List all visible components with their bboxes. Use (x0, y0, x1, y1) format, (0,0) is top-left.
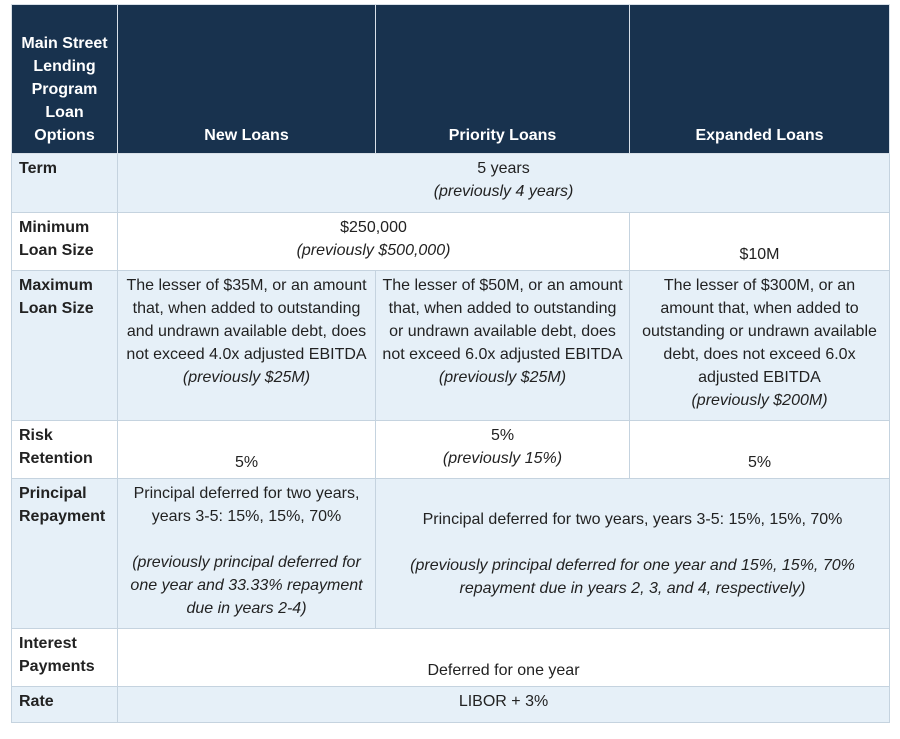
min-loan-expanded: $10M (629, 212, 890, 271)
row-label-minimum-loan-size: Minimum Loan Size (11, 212, 118, 271)
max-loan-expanded-note: (previously $200M) (691, 392, 828, 409)
max-loan-expanded-cell: The lesser of $300M, or an amount that, … (629, 270, 890, 421)
principal-other-note: (previously principal deferred for one y… (410, 556, 855, 597)
term-value-cell: 5 years (previously 4 years) (117, 153, 890, 213)
principal-other-text: Principal deferred for two years, years … (422, 510, 843, 528)
principal-new-note: (previously principal deferred for one y… (130, 554, 363, 617)
risk-new: 5% (117, 420, 376, 479)
row-label-risk-retention: Risk Retention (11, 420, 118, 479)
risk-expanded: 5% (629, 420, 890, 479)
min-loan-note: (previously $500,000) (296, 242, 451, 259)
max-loan-new-note: (previously $25M) (182, 369, 311, 386)
table-row-maximum-loan-size: Maximum Loan Size The lesser of $35M, or… (11, 270, 890, 421)
risk-priority-value: 5% (490, 427, 515, 444)
rate-value: LIBOR + 3% (117, 686, 890, 723)
row-label-rate: Rate (11, 686, 118, 723)
loan-options-table: Main Street Lending Program Loan Options… (11, 4, 890, 723)
max-loan-priority-text: The lesser of $50M, or an amount that, w… (382, 277, 623, 363)
principal-new-text: Principal deferred for two years, years … (133, 485, 360, 525)
max-loan-new-cell: The lesser of $35M, or an amount that, w… (117, 270, 376, 421)
risk-priority-cell: 5% (previously 15%) (375, 420, 630, 479)
table-row-minimum-loan-size: Minimum Loan Size $250,000 (previously $… (11, 212, 890, 271)
min-loan-new-priority-cell: $250,000 (previously $500,000) (117, 212, 630, 271)
loan-options-table-container: Main Street Lending Program Loan Options… (11, 4, 890, 723)
table-row-risk-retention: Risk Retention 5% 5% (previously 15%) 5% (11, 420, 890, 479)
max-loan-new-text: The lesser of $35M, or an amount that, w… (126, 277, 367, 363)
term-note: (previously 4 years) (433, 183, 574, 200)
column-header-expanded-loans: Expanded Loans (629, 4, 890, 154)
corner-header: Main Street Lending Program Loan Options (11, 4, 118, 154)
max-loan-expanded-text: The lesser of $300M, or an amount that, … (642, 277, 877, 386)
principal-new-cell: Principal deferred for two years, years … (117, 478, 376, 629)
column-header-new-loans: New Loans (117, 4, 376, 154)
max-loan-priority-note: (previously $25M) (438, 369, 567, 386)
row-label-maximum-loan-size: Maximum Loan Size (11, 270, 118, 421)
row-label-principal-repayment: Principal Repayment (11, 478, 118, 629)
min-loan-value: $250,000 (340, 219, 407, 236)
table-row-rate: Rate LIBOR + 3% (11, 686, 890, 723)
column-header-priority-loans: Priority Loans (375, 4, 630, 154)
principal-other-cell: Principal deferred for two years, years … (375, 478, 890, 629)
interest-value: Deferred for one year (117, 628, 890, 687)
risk-priority-note: (previously 15%) (442, 450, 563, 467)
row-label-interest-payments: Interest Payments (11, 628, 118, 687)
header-row: Main Street Lending Program Loan Options… (11, 4, 890, 154)
table-row-interest-payments: Interest Payments Deferred for one year (11, 628, 890, 687)
term-value: 5 years (477, 160, 530, 177)
table-row-principal-repayment: Principal Repayment Principal deferred f… (11, 478, 890, 629)
max-loan-priority-cell: The lesser of $50M, or an amount that, w… (375, 270, 630, 421)
row-label-term: Term (11, 153, 118, 213)
table-row-term: Term 5 years (previously 4 years) (11, 153, 890, 213)
